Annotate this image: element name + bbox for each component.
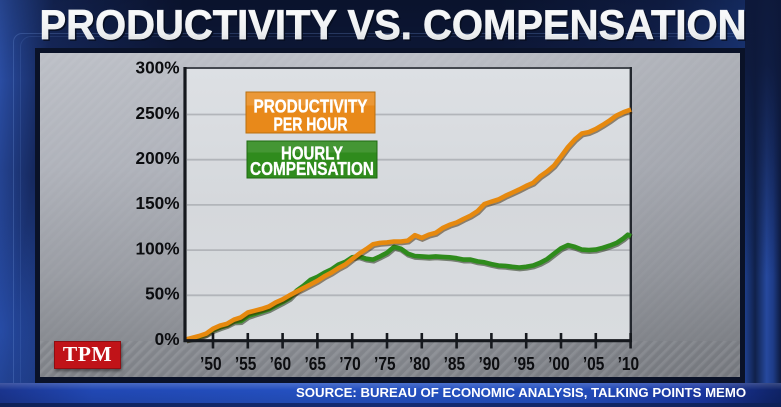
svg-text:’70: ’70	[339, 354, 361, 374]
svg-text:PRODUCTIVITY VS. COMPENSATION: PRODUCTIVITY VS. COMPENSATION	[41, 4, 748, 50]
svg-text:250%: 250%	[136, 103, 180, 123]
svg-text:PRODUCTIVITY: PRODUCTIVITY	[254, 97, 368, 117]
svg-text:’90: ’90	[478, 354, 500, 374]
svg-text:’10: ’10	[618, 354, 640, 374]
svg-text:PRODUCTIVITY VS. COMPENSATION: PRODUCTIVITY VS. COMPENSATION	[40, 2, 747, 48]
svg-text:’80: ’80	[409, 354, 431, 374]
svg-text:COMPENSATION: COMPENSATION	[250, 159, 374, 179]
svg-text:PER HOUR: PER HOUR	[274, 115, 348, 135]
svg-text:’75: ’75	[374, 354, 396, 374]
svg-text:50%: 50%	[145, 284, 179, 304]
svg-text:’95: ’95	[513, 354, 535, 374]
svg-text:’85: ’85	[444, 354, 466, 374]
svg-text:150%: 150%	[136, 193, 180, 213]
svg-text:HOURLY: HOURLY	[281, 144, 343, 164]
svg-text:’05: ’05	[583, 354, 605, 374]
svg-text:’50: ’50	[200, 354, 222, 374]
svg-text:’65: ’65	[304, 354, 326, 374]
svg-text:’55: ’55	[235, 354, 257, 374]
svg-text:0%: 0%	[155, 329, 180, 349]
svg-text:300%: 300%	[136, 58, 180, 78]
svg-text:’60: ’60	[270, 354, 292, 374]
svg-text:200%: 200%	[136, 148, 180, 168]
svg-text:100%: 100%	[136, 238, 180, 258]
svg-text:’00: ’00	[548, 354, 570, 374]
